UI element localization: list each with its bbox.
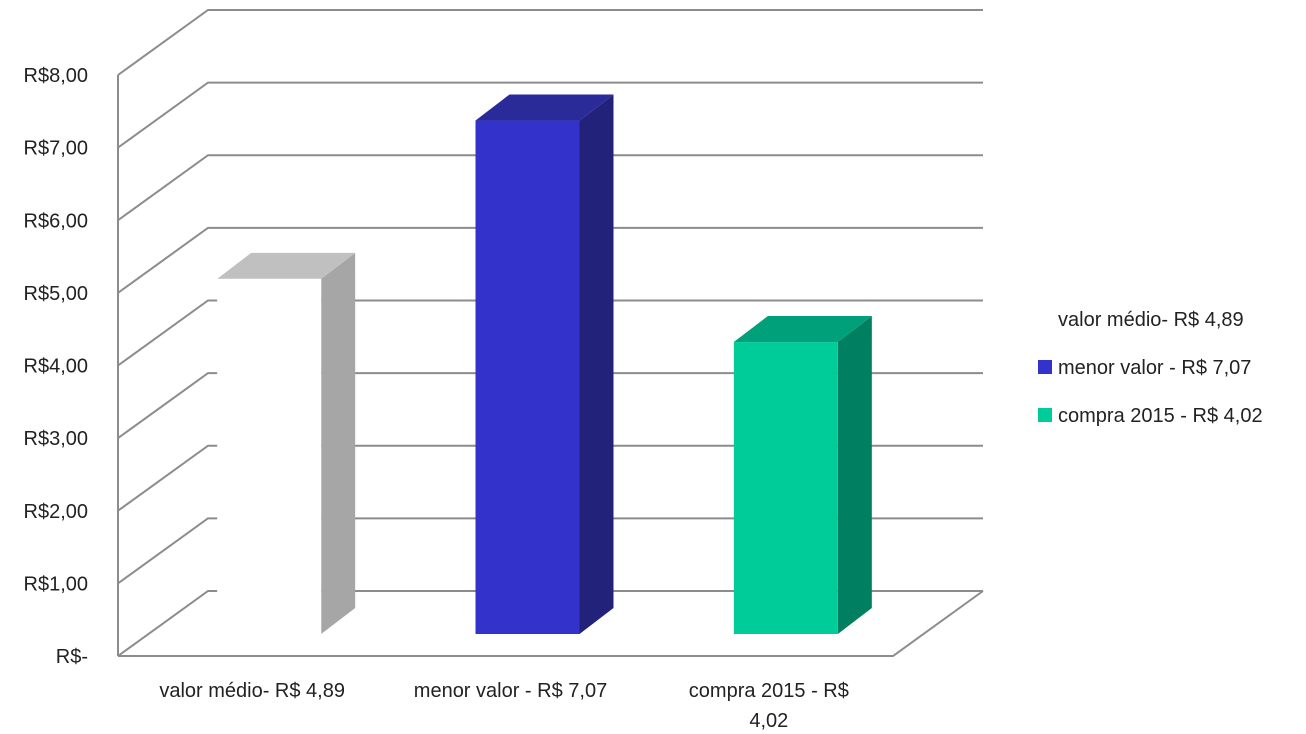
x-tick-label: 4,02 <box>749 710 788 732</box>
legend-item: menor valor - R$ 7,07 <box>1038 357 1251 379</box>
legend-label: compra 2015 - R$ 4,02 <box>1058 405 1263 427</box>
x-tick-label: menor valor - R$ 7,07 <box>414 680 607 702</box>
y-tick-label: R$3,00 <box>24 428 89 450</box>
bar-side <box>579 94 614 634</box>
gridline <box>117 226 983 294</box>
y-tick-label: R$2,00 <box>24 501 89 523</box>
gridline <box>117 81 983 149</box>
bar-side <box>321 252 356 634</box>
y-axis-ticks: R$- R$1,00 R$2,00 R$3,00 R$4,00 R$5,00 R$6,00 R… <box>24 65 89 668</box>
x-axis-ticks: valor médio- R$ 4,89 menor valor - R$ 7,0… <box>159 680 849 732</box>
bar <box>475 94 614 634</box>
y-tick-label: R$1,00 <box>24 573 89 595</box>
legend-label: valor médio- R$ 4,89 <box>1058 309 1244 331</box>
legend-item: valor médio- R$ 4,89 <box>1058 309 1244 331</box>
gridline <box>117 372 983 439</box>
bar-front <box>217 278 322 634</box>
bars <box>217 94 872 634</box>
bar-top <box>733 316 872 343</box>
bar <box>733 316 872 634</box>
y-tick-label: R$5,00 <box>24 283 89 305</box>
y-tick-label: R$6,00 <box>24 210 89 232</box>
bar-top <box>475 94 614 121</box>
y-tick-label: R$7,00 <box>24 138 89 160</box>
x-tick-label: valor médio- R$ 4,89 <box>159 680 345 702</box>
legend-swatch <box>1038 408 1052 422</box>
gridline <box>117 590 983 657</box>
bar-front <box>475 120 580 634</box>
bar-side <box>837 316 872 634</box>
y-tick-label: R$- <box>56 646 88 668</box>
legend-swatch <box>1038 360 1052 374</box>
gridline <box>117 517 983 585</box>
gridline <box>117 9 983 76</box>
bar <box>217 252 356 634</box>
y-tick-label: R$4,00 <box>24 356 89 378</box>
bar-top <box>217 252 356 279</box>
bar-front <box>733 342 838 634</box>
gridline <box>117 299 983 367</box>
x-tick-label: compra 2015 - R$ <box>689 680 849 702</box>
y-tick-label: R$8,00 <box>24 65 89 87</box>
gridlines <box>117 9 983 657</box>
floor-outline <box>118 590 984 657</box>
legend: valor médio- R$ 4,89 menor valor - R$ 7,0… <box>1038 309 1263 427</box>
gridline <box>117 444 983 512</box>
legend-label: menor valor - R$ 7,07 <box>1058 357 1251 379</box>
gridline <box>117 154 983 222</box>
legend-item: compra 2015 - R$ 4,02 <box>1038 405 1263 427</box>
